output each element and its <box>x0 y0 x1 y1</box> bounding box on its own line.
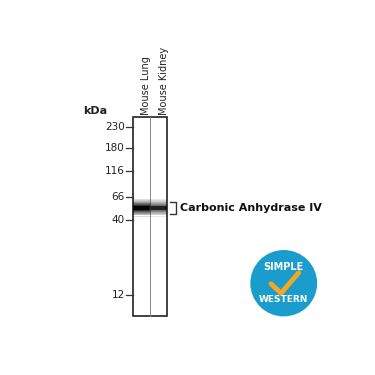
Text: 116: 116 <box>105 166 125 176</box>
Text: kDa: kDa <box>83 106 107 116</box>
Text: 12: 12 <box>111 290 125 300</box>
Text: TM: TM <box>309 304 317 310</box>
Circle shape <box>251 250 317 316</box>
Text: 66: 66 <box>111 192 125 202</box>
Bar <box>133 117 168 316</box>
Text: 230: 230 <box>105 122 125 132</box>
Text: WESTERN: WESTERN <box>259 296 308 304</box>
Text: Mouse Lung: Mouse Lung <box>141 56 152 115</box>
Text: 180: 180 <box>105 142 125 153</box>
Text: 40: 40 <box>112 215 125 225</box>
Bar <box>133 206 150 210</box>
Bar <box>151 206 167 210</box>
Text: Mouse Kidney: Mouse Kidney <box>159 47 169 115</box>
Text: Carbonic Anhydrase IV: Carbonic Anhydrase IV <box>180 203 322 213</box>
Text: SIMPLE: SIMPLE <box>264 262 304 272</box>
